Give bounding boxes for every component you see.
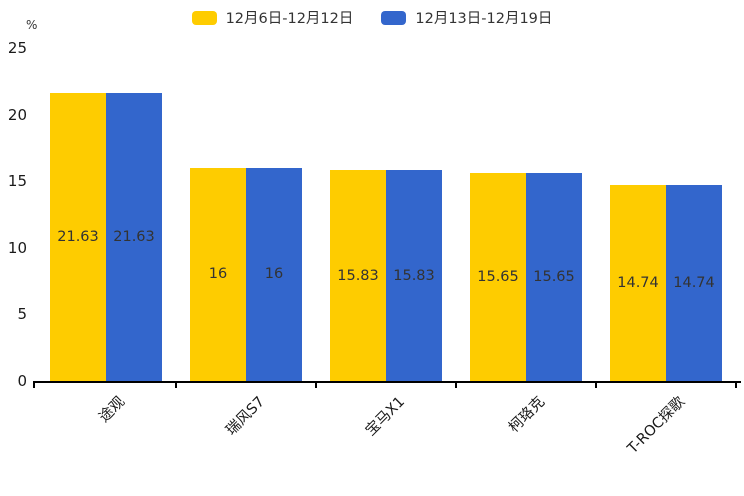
y-axis-unit-label: % <box>26 18 38 32</box>
bar-value-label: 21.63 <box>113 228 155 245</box>
legend: 12月6日-12月12日 12月13日-12月19日 <box>0 7 744 28</box>
bar-value-label: 14.74 <box>617 274 659 291</box>
y-axis-tick-label: 20 <box>7 105 27 124</box>
x-axis-label[interactable]: 途观 <box>96 393 129 426</box>
bar-value-label: 21.63 <box>57 228 99 245</box>
bar-s1-c1[interactable] <box>246 167 302 381</box>
bar-s0-c3[interactable] <box>470 172 526 381</box>
bar-s0-c2[interactable] <box>330 170 386 381</box>
x-axis-tick <box>315 381 317 388</box>
bar-value-label: 15.83 <box>393 267 435 284</box>
legend-swatch-week1 <box>191 10 217 25</box>
bar-s0-c1[interactable] <box>190 167 246 381</box>
legend-label-week1: 12月6日-12月12日 <box>225 11 354 27</box>
bar-s1-c0[interactable] <box>106 92 162 381</box>
legend-item-week1[interactable]: 12月6日-12月12日 <box>191 7 354 28</box>
bar-value-label: 15.83 <box>337 267 379 284</box>
legend-swatch-week2 <box>381 10 407 25</box>
x-axis-tick <box>735 381 737 388</box>
bar-s1-c2[interactable] <box>386 170 442 381</box>
bar-value-label: 16 <box>208 266 228 283</box>
legend-item-week2[interactable]: 12月13日-12月19日 <box>381 7 552 28</box>
bar-s0-c4[interactable] <box>610 184 666 381</box>
y-axis-tick-label: 25 <box>7 39 27 57</box>
y-axis-tick-label: 15 <box>7 172 27 191</box>
x-axis-tick <box>455 381 457 388</box>
x-axis-tick <box>595 381 597 388</box>
bar-s1-c3[interactable] <box>526 172 582 381</box>
x-axis-line <box>33 381 741 383</box>
bar-value-label: 15.65 <box>533 268 575 285</box>
legend-label-week2: 12月13日-12月19日 <box>415 11 553 27</box>
bar-s1-c4[interactable] <box>666 184 722 381</box>
x-axis-tick <box>175 381 177 388</box>
bar-value-label: 16 <box>264 266 284 283</box>
bar-value-label: 15.65 <box>477 268 519 285</box>
bar-s0-c0[interactable] <box>50 92 106 381</box>
bar-value-label: 14.74 <box>673 274 715 291</box>
y-axis-tick-label: 10 <box>7 238 27 257</box>
x-axis-tick <box>33 381 35 388</box>
y-axis-tick-label: 0 <box>17 372 27 390</box>
y-axis-tick-label: 5 <box>17 305 27 324</box>
